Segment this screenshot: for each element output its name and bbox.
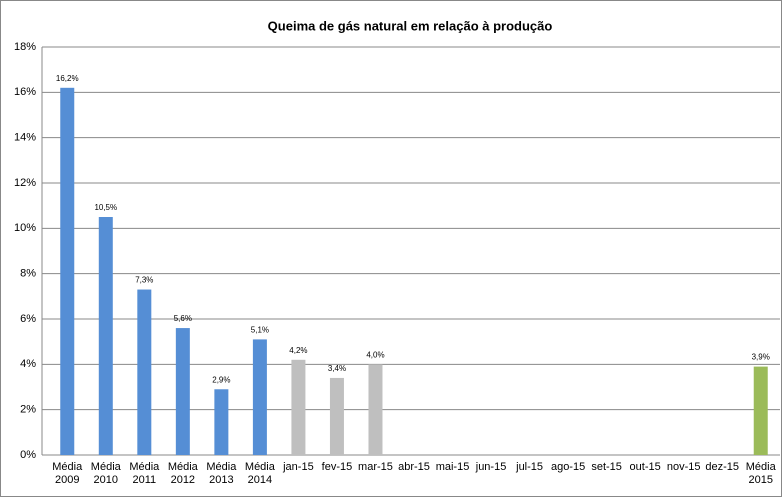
x-tick-label: dez-15	[705, 461, 740, 473]
bar	[368, 364, 383, 455]
value-label: 16,2%	[56, 74, 79, 83]
y-tick-label: 16%	[14, 86, 36, 98]
y-tick-label: 6%	[20, 313, 36, 325]
y-tick-label: 2%	[20, 404, 36, 416]
bar	[329, 377, 344, 455]
value-label: 3,9%	[752, 353, 770, 362]
y-tick-label: 10%	[14, 222, 36, 234]
x-tick-label: Média 2013	[206, 461, 237, 486]
y-tick-label: 12%	[14, 177, 36, 189]
value-label: 3,4%	[328, 364, 346, 373]
y-tick-label: 14%	[14, 132, 36, 144]
y-tick-label: 4%	[20, 358, 36, 370]
value-label: 5,1%	[251, 326, 269, 335]
x-tick-label: jan-15	[283, 461, 314, 473]
bar	[137, 289, 152, 455]
x-tick-label: Média 2010	[90, 461, 121, 486]
x-tick-label: set-15	[591, 461, 622, 473]
bar	[60, 87, 75, 456]
x-tick-label: Média 2009	[52, 461, 83, 486]
bar	[98, 217, 113, 455]
chart-title: Queima de gás natural em relação à produ…	[268, 18, 553, 33]
bar	[291, 359, 306, 455]
value-label: 10,5%	[94, 203, 117, 212]
x-tick-label: abr-15	[398, 461, 430, 473]
bar	[175, 328, 190, 455]
x-tick-label: mai-15	[435, 461, 470, 473]
x-tick-label: Média 2012	[167, 461, 198, 486]
value-label: 4,0%	[366, 350, 384, 359]
y-tick-label: 0%	[20, 449, 36, 461]
y-tick-label: 8%	[20, 268, 36, 280]
x-tick-label: mar-15	[358, 461, 393, 473]
x-tick-label: Média 2011	[129, 461, 160, 486]
bar	[214, 389, 229, 455]
bar	[753, 366, 768, 455]
x-tick-label: Média 2015	[745, 461, 776, 486]
x-tick-label: ago-15	[550, 461, 586, 473]
x-tick-label: out-15	[629, 461, 661, 473]
x-tick-label: Média 2014	[244, 461, 275, 486]
value-label: 7,3%	[135, 276, 153, 285]
bar	[252, 339, 267, 455]
x-tick-label: jun-15	[475, 461, 507, 473]
value-label: 2,9%	[212, 375, 230, 384]
y-tick-label: 18%	[14, 41, 36, 53]
x-tick-label: jul-15	[516, 461, 544, 473]
value-label: 4,2%	[289, 346, 307, 355]
x-tick-label: nov-15	[666, 461, 701, 473]
x-tick-label: fev-15	[321, 461, 353, 473]
value-label: 5,6%	[174, 314, 192, 323]
